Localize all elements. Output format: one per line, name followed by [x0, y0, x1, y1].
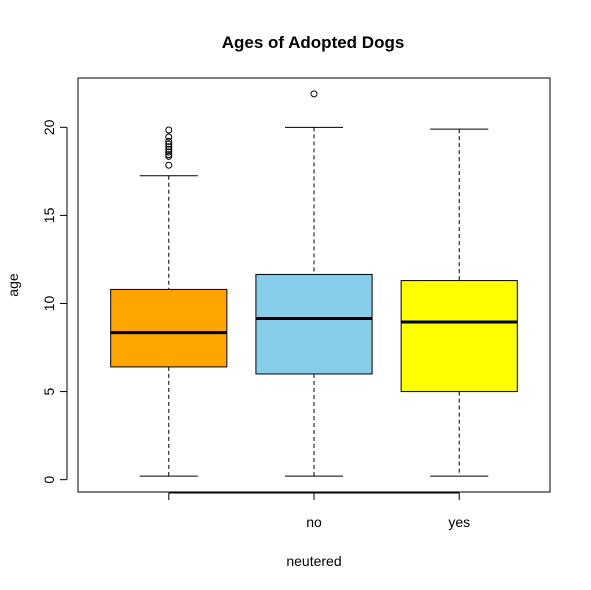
- x-axis-label: neutered: [286, 553, 341, 569]
- box-group: [255, 90, 373, 477]
- x-tick-label: yes: [448, 514, 470, 530]
- x-axis: no yes: [168, 492, 470, 530]
- y-tick-label: 20: [41, 119, 57, 135]
- y-axis-label: age: [5, 273, 21, 297]
- outlier-point: [165, 145, 173, 153]
- y-tick-label: 10: [41, 296, 57, 312]
- box-group: [110, 126, 228, 477]
- y-tick-label: 0: [41, 476, 57, 484]
- x-tick-label: no: [306, 514, 322, 530]
- box-group: [400, 128, 518, 477]
- outlier-point: [165, 137, 173, 145]
- outlier-point: [310, 90, 318, 98]
- outlier-point: [165, 140, 173, 148]
- iqr-box: [110, 288, 228, 368]
- iqr-box: [400, 280, 518, 393]
- outlier-point: [165, 143, 173, 151]
- boxes: [110, 90, 518, 477]
- outlier-point: [165, 133, 173, 141]
- plot-area-frame: [77, 77, 551, 493]
- outlier-point: [165, 148, 173, 156]
- y-tick-label: 15: [41, 207, 57, 223]
- chart-title: Ages of Adopted Dogs: [222, 33, 405, 52]
- iqr-box: [255, 273, 373, 375]
- y-axis: 0 5 10 15 20: [41, 119, 68, 484]
- outlier-point: [165, 151, 173, 159]
- outlier-point: [165, 126, 173, 134]
- outlier-point: [165, 161, 173, 169]
- y-tick-label: 5: [41, 387, 57, 395]
